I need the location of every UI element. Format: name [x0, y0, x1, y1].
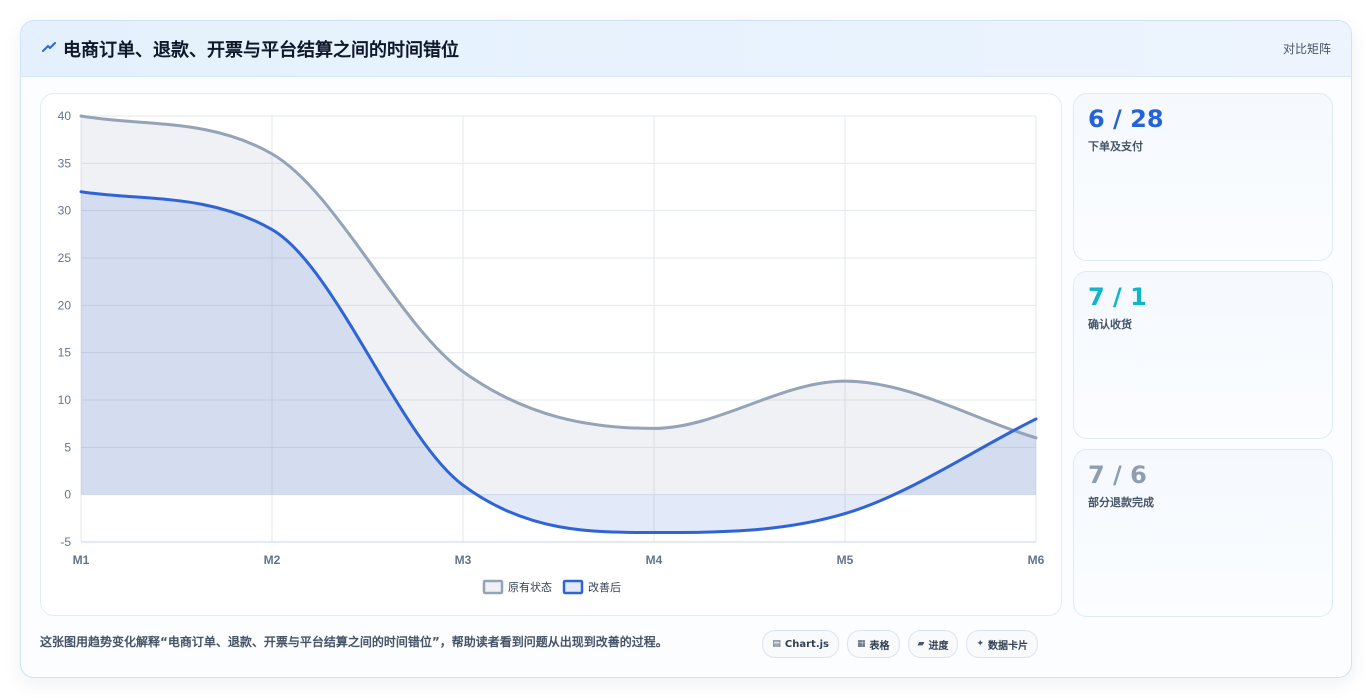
tag-label: Chart.js [784, 638, 830, 650]
y-tick-label: 0 [64, 488, 71, 502]
y-tick-label: 40 [58, 109, 72, 123]
y-tick-label: 20 [58, 298, 72, 312]
stat-label: 确认收货 [1088, 318, 1132, 331]
y-tick-label: 5 [64, 440, 71, 454]
legend-swatch [482, 579, 504, 595]
legend-label: 改善后 [588, 580, 621, 594]
sparkle-icon: ✦ [976, 639, 984, 649]
series-area-1 [81, 116, 1036, 495]
x-tick-label: M2 [264, 553, 281, 567]
stat-label: 下单及支付 [1088, 140, 1143, 153]
x-tick-label: M4 [646, 553, 663, 567]
stat-value: 7 / 1 [1088, 283, 1147, 311]
legend-label: 原有状态 [508, 580, 552, 594]
tag-label: 表格 [869, 640, 890, 652]
stat-value: 7 / 6 [1088, 461, 1147, 489]
dashboard-card: 电商订单、退款、开票与平台结算之间的时间错位 对比矩阵 40 35 30 25 20 15… [20, 20, 1352, 678]
tag-label: 进度 [928, 640, 949, 652]
trend-icon [42, 42, 56, 52]
y-tick-label: 10 [58, 393, 72, 407]
x-tick-label: M3 [455, 553, 472, 567]
y-tick-label: 35 [58, 156, 72, 170]
tag-table[interactable]: ▦ 表格 [847, 630, 900, 658]
chart-description: 这张图用趋势变化解释“电商订单、退款、开票与平台结算之间的时间错位”，帮助读者看… [40, 635, 668, 649]
series-line-2 [79, 190, 1038, 535]
y-tick-label: 25 [58, 251, 72, 265]
tag-data-card[interactable]: ✦ 数据卡片 [966, 630, 1038, 658]
y-tick-label: 30 [58, 204, 72, 218]
stat-label: 部分退款完成 [1088, 496, 1154, 509]
chart-panel: 40 35 30 25 20 15 10 5 0 -5 M1 M2 M3 M4 M5 M6 原有状态 改善后 [40, 93, 1062, 616]
tag-chartjs[interactable]: ▤ Chart.js [762, 630, 840, 658]
area-chart: 40 35 30 25 20 15 10 5 0 -5M1 M2 M3 M4 M5 M6 原有状态 改善后 [58, 109, 1045, 595]
mode-label[interactable]: 对比矩阵 [1282, 42, 1331, 56]
series-area-2 [81, 191, 1036, 533]
y-tick-label: 15 [58, 346, 72, 360]
chart-icon: ▤ [772, 639, 781, 649]
series-line-1 [79, 114, 1038, 440]
tag-label: 数据卡片 [988, 640, 1028, 652]
legend-swatch [562, 579, 584, 595]
x-tick-label: M6 [1028, 553, 1045, 567]
progress-icon: ▰ [917, 639, 925, 649]
y-tick-label: -5 [60, 535, 71, 549]
x-tick-label: M5 [837, 553, 854, 567]
tag-list: ▤ Chart.js ▦ 表格 ▰ 进度 ✦ 数据卡片 [762, 630, 1038, 658]
stat-card-3: 7 / 6 部分退款完成 [1073, 449, 1333, 617]
stat-card-1: 6 / 28 下单及支付 [1073, 93, 1333, 261]
stat-value: 6 / 28 [1088, 105, 1164, 133]
x-tick-label: M1 [73, 553, 90, 567]
card-header: 电商订单、退款、开票与平台结算之间的时间错位 对比矩阵 [21, 21, 1351, 77]
table-icon: ▦ [857, 639, 866, 649]
page-title: 电商订单、退款、开票与平台结算之间的时间错位 [63, 40, 459, 61]
stat-card-2: 7 / 1 确认收货 [1073, 271, 1333, 439]
tag-progress[interactable]: ▰ 进度 [907, 630, 959, 658]
